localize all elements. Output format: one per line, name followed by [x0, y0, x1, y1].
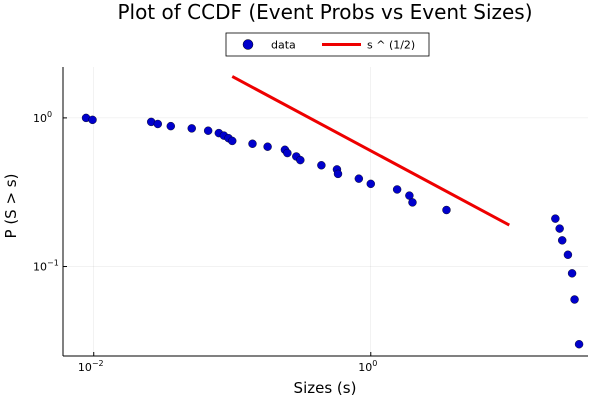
y-axis-label: P (S > s) [2, 174, 20, 239]
data-point [317, 161, 326, 170]
data-point [563, 250, 573, 259]
data-point [283, 148, 292, 158]
data-point [228, 136, 237, 146]
grid [63, 67, 588, 356]
data-point [354, 174, 364, 183]
data-point [296, 155, 305, 165]
data-point [333, 169, 343, 179]
x-tick-label: 10−2 [78, 359, 104, 374]
data-point [442, 205, 451, 215]
legend: data s ^ (1/2) [225, 32, 430, 57]
legend-data-label: data [271, 39, 296, 52]
ticks: 10−2 100 10−1 100 [33, 110, 377, 374]
y-tick-label: 10−1 [33, 259, 59, 274]
data-point [408, 198, 417, 207]
data-point [263, 142, 272, 151]
data-point [203, 126, 213, 135]
data-point [570, 295, 579, 304]
data-point [88, 115, 97, 125]
data-point [551, 214, 560, 223]
data-point [153, 119, 162, 129]
y-tick-label: 100 [33, 110, 52, 125]
data-point [166, 121, 175, 131]
data-point [248, 139, 257, 148]
series-layer [81, 75, 584, 349]
data-point [558, 236, 567, 245]
data-point [555, 224, 564, 233]
chart-title: Plot of CCDF (Event Probs vs Event Sizes… [117, 0, 532, 24]
legend-line-label: s ^ (1/2) [367, 39, 415, 52]
data-point [187, 124, 196, 133]
data-point [392, 185, 402, 194]
x-axis-label: Sizes (s) [294, 379, 357, 397]
data-point [574, 340, 584, 349]
legend-data-marker [242, 39, 254, 50]
axes [62, 67, 588, 357]
data-point [567, 269, 577, 278]
x-tick-label: 100 [358, 359, 377, 374]
data-point [366, 179, 375, 189]
power-law-line [231, 75, 511, 227]
